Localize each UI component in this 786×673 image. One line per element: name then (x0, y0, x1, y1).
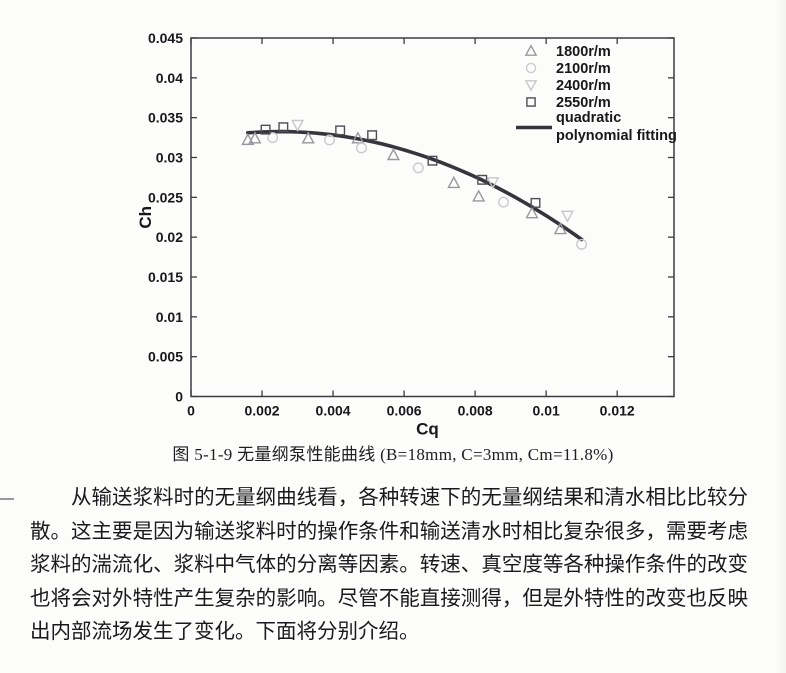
svg-text:0.004: 0.004 (316, 403, 351, 419)
svg-text:0.01: 0.01 (156, 309, 183, 325)
svg-text:0.002: 0.002 (245, 403, 280, 419)
figure-caption: 图 5-1-9 无量纲泵性能曲线 (B=18mm, C=3mm, Cm=11.8… (172, 445, 614, 464)
series-1800rm (241, 131, 567, 235)
svg-text:0.005: 0.005 (148, 349, 183, 365)
axis-labels: Cq Ch (136, 206, 439, 439)
svg-text:0.008: 0.008 (458, 403, 493, 419)
svg-text:0: 0 (187, 403, 195, 419)
svg-text:0.006: 0.006 (387, 403, 422, 419)
scan-edge-shade (776, 0, 786, 673)
pump-performance-chart: 0 0.002 0.004 0.006 0.008 0.01 0.012 0 0.005 0.01… (136, 30, 677, 439)
svg-text:0.045: 0.045 (148, 30, 183, 46)
svg-text:1800r/m: 1800r/m (556, 44, 611, 60)
axes (190, 37, 675, 398)
series-2400rm (290, 119, 575, 223)
svg-text:quadratic: quadratic (556, 110, 621, 126)
svg-text:0.012: 0.012 (600, 403, 635, 419)
x-axis: 0 0.002 0.004 0.006 0.008 0.01 0.012 (187, 38, 635, 419)
svg-text:0: 0 (175, 389, 183, 405)
y-axis: 0 0.005 0.01 0.015 0.02 0.025 0.03 0.035 0.04 0.0… (148, 30, 674, 405)
svg-text:0.015: 0.015 (148, 269, 183, 285)
svg-text:0.04: 0.04 (156, 70, 183, 86)
series-2100rm (267, 132, 588, 250)
body-paragraph: 从输送浆料时的无量纲曲线看，各种转速下的无量纲结果和清水相比比较分散。这主要是因… (30, 487, 748, 644)
svg-text:2550r/m: 2550r/m (556, 95, 611, 111)
fit-curve (246, 129, 584, 242)
svg-text:0.01: 0.01 (533, 403, 560, 419)
svg-text:polynomial fitting: polynomial fitting (556, 128, 677, 144)
svg-text:2100r/m: 2100r/m (556, 61, 611, 77)
svg-text:Cq: Cq (416, 420, 439, 439)
svg-text:Ch: Ch (136, 206, 155, 229)
series-2550rm (260, 122, 541, 208)
figure-chart-area: 0 0.002 0.004 0.006 0.008 0.01 0.012 0 0.005 0.01… (136, 30, 677, 439)
svg-text:2400r/m: 2400r/m (556, 78, 611, 94)
svg-text:0.03: 0.03 (156, 150, 183, 166)
left-margin-mark (0, 498, 14, 500)
svg-text:0.025: 0.025 (148, 189, 183, 205)
svg-text:0.02: 0.02 (156, 229, 183, 245)
svg-text:0.035: 0.035 (148, 110, 183, 126)
